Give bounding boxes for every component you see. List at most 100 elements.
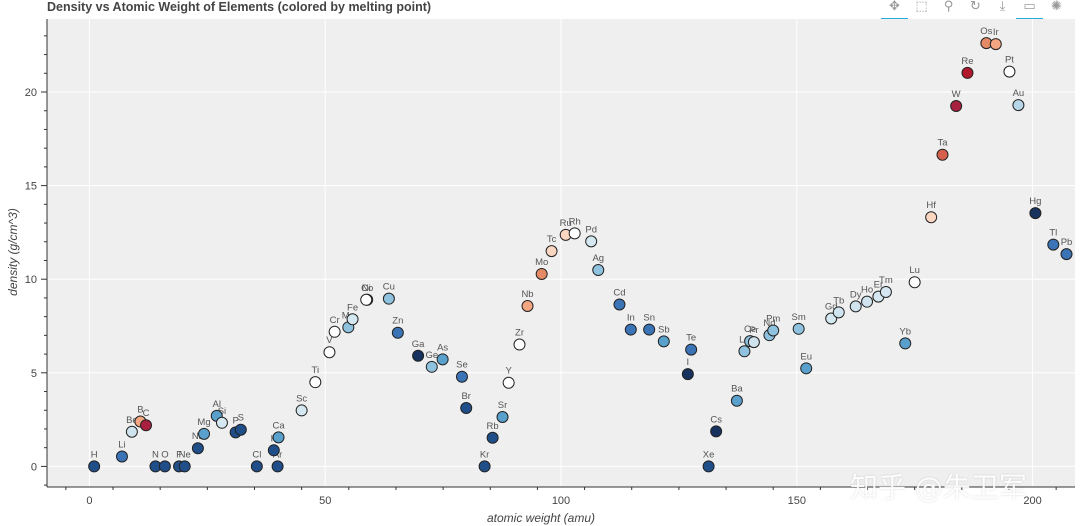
point-sm[interactable] xyxy=(792,322,805,335)
point-li[interactable] xyxy=(115,450,128,463)
point-ti[interactable] xyxy=(309,376,322,389)
point-zn[interactable] xyxy=(391,326,404,339)
point-la[interactable] xyxy=(738,345,751,358)
point-label: Li xyxy=(118,439,125,450)
axes: 0 50 100 150 200 0 5 10 15 20 xyxy=(25,19,1075,507)
point-rh[interactable] xyxy=(568,227,581,240)
point-pr[interactable] xyxy=(747,336,760,349)
point-label: Eu xyxy=(800,351,812,362)
point-h[interactable] xyxy=(88,460,101,473)
point-label: S xyxy=(238,413,244,424)
point-nb[interactable] xyxy=(521,299,534,312)
point-i[interactable] xyxy=(681,368,694,381)
bokeh-logo-icon[interactable]: ✺ xyxy=(1051,0,1062,14)
point-label: Er xyxy=(874,280,884,291)
point-label: Rh xyxy=(569,216,581,227)
point-tc[interactable] xyxy=(545,245,558,258)
point-xe[interactable] xyxy=(702,460,715,473)
point-sn[interactable] xyxy=(643,323,656,336)
box-zoom-tool-icon[interactable]: ⬚ xyxy=(915,0,928,14)
point-as[interactable] xyxy=(436,353,449,366)
point-label: Pd xyxy=(585,224,597,235)
point-br[interactable] xyxy=(460,402,473,415)
point-in[interactable] xyxy=(624,323,637,336)
point-tm[interactable] xyxy=(879,285,892,298)
point-ho[interactable] xyxy=(861,295,874,308)
point-ca[interactable] xyxy=(272,431,285,444)
point-mo[interactable] xyxy=(535,267,548,280)
point-label: Si xyxy=(218,406,226,417)
point-se[interactable] xyxy=(455,370,468,383)
point-label: Tm xyxy=(879,275,893,286)
point-v[interactable] xyxy=(323,346,336,359)
point-hg[interactable] xyxy=(1029,207,1042,220)
point-c[interactable] xyxy=(140,419,153,432)
point-label: Ta xyxy=(937,138,948,149)
point-pd[interactable] xyxy=(585,235,598,248)
point-tl[interactable] xyxy=(1047,238,1060,251)
point-re[interactable] xyxy=(961,66,974,79)
point-sb[interactable] xyxy=(657,335,670,348)
point-label: Sn xyxy=(643,313,655,324)
wheel-zoom-tool-icon[interactable]: ⚲ xyxy=(943,0,954,14)
point-sc[interactable] xyxy=(295,404,308,417)
point-kr[interactable] xyxy=(478,460,491,473)
point-te[interactable] xyxy=(685,343,698,356)
reset-tool-icon[interactable]: ↻ xyxy=(970,0,981,14)
point-pm[interactable] xyxy=(767,324,780,337)
point-si[interactable] xyxy=(215,416,228,429)
point-eu[interactable] xyxy=(800,362,813,375)
point-cs[interactable] xyxy=(710,425,723,438)
point-tb[interactable] xyxy=(832,306,845,319)
point-label: Cu xyxy=(383,282,395,293)
point-cd[interactable] xyxy=(613,298,626,311)
x-tick-label: 100 xyxy=(552,495,570,507)
point-ir[interactable] xyxy=(989,38,1002,51)
point-label: Sr xyxy=(498,400,508,411)
point-ta[interactable] xyxy=(936,148,949,161)
point-zr[interactable] xyxy=(513,338,526,351)
point-ga[interactable] xyxy=(412,349,425,362)
point-label: Ag xyxy=(592,253,604,264)
point-ag[interactable] xyxy=(592,264,605,277)
point-label: Ir xyxy=(993,27,999,38)
point-pt[interactable] xyxy=(1003,65,1016,78)
point-ne[interactable] xyxy=(178,460,191,473)
point-na[interactable] xyxy=(191,442,204,455)
point-w[interactable] xyxy=(950,100,963,113)
save-tool-icon[interactable]: ⤓ xyxy=(999,0,1006,14)
point-label: Tb xyxy=(833,295,844,306)
point-label: Sb xyxy=(658,324,670,335)
point-yb[interactable] xyxy=(899,337,912,350)
point-sr[interactable] xyxy=(496,410,509,423)
point-label: Ru xyxy=(560,218,572,229)
point-s[interactable] xyxy=(234,423,247,436)
point-ge[interactable] xyxy=(425,360,438,373)
point-o[interactable] xyxy=(158,460,171,473)
point-cr[interactable] xyxy=(328,325,341,338)
point-rb[interactable] xyxy=(486,431,499,444)
point-cu[interactable] xyxy=(382,292,395,305)
point-label: Ni xyxy=(362,283,371,294)
point-pb[interactable] xyxy=(1060,248,1073,261)
point-ni[interactable] xyxy=(360,293,373,306)
point-y[interactable] xyxy=(502,376,515,389)
point-label: Hf xyxy=(926,200,936,211)
point-k[interactable] xyxy=(267,444,280,457)
point-ba[interactable] xyxy=(730,394,743,407)
point-au[interactable] xyxy=(1012,99,1025,112)
point-fe[interactable] xyxy=(346,313,359,326)
point-cl[interactable] xyxy=(250,460,263,473)
point-label: Kr xyxy=(480,449,490,460)
point-hf[interactable] xyxy=(925,211,938,224)
point-label: Re xyxy=(961,56,973,67)
point-label: Nd xyxy=(763,318,775,329)
point-mg[interactable] xyxy=(198,427,211,440)
point-ar[interactable] xyxy=(271,460,284,473)
point-be[interactable] xyxy=(125,425,138,438)
point-lu[interactable] xyxy=(908,276,921,289)
point-label: V xyxy=(326,335,333,346)
point-label: Ge xyxy=(425,350,438,361)
point-dy[interactable] xyxy=(849,300,862,313)
point-label: Pr xyxy=(749,325,759,336)
